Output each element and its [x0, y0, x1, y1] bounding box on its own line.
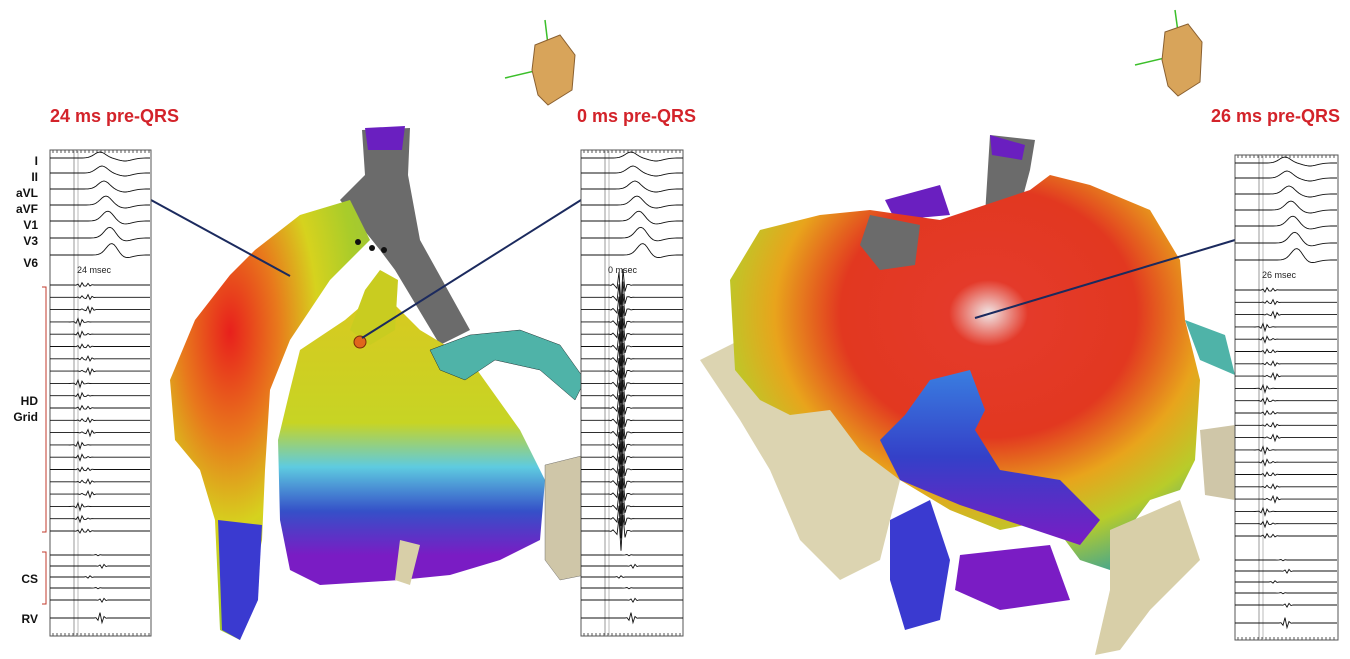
ecg-panel: 0 msec	[581, 150, 683, 636]
lead-label: aVF	[16, 202, 38, 216]
panel-title: 26 ms pre-QRS	[1211, 106, 1340, 126]
lead-label: V6	[23, 256, 38, 270]
ecg-panel: 26 msec	[1235, 155, 1338, 640]
timing-label: 0 msec	[608, 265, 638, 275]
panel-title: 0 ms pre-QRS	[577, 106, 696, 126]
ecg-box	[50, 150, 151, 636]
group-label: Grid	[13, 410, 38, 424]
lead-label: V1	[23, 218, 38, 232]
connector	[151, 200, 290, 276]
panel-title: 24 ms pre-QRS	[50, 106, 179, 126]
timing-label: 24 msec	[77, 265, 112, 275]
lead-label: aVL	[16, 186, 38, 200]
heart-map-left	[170, 126, 585, 640]
figure: 24 msec 0 msec 26 msec 24 ms pre-QRS 0 ms …	[0, 0, 1350, 659]
lead-label: V3	[23, 234, 38, 248]
group-label: HD	[21, 394, 39, 408]
group-label: RV	[22, 612, 38, 626]
group-label: CS	[21, 572, 38, 586]
heart-map-right	[700, 135, 1235, 655]
lead-label: II	[31, 170, 38, 184]
lead-label: I	[35, 154, 38, 168]
bracket	[42, 287, 46, 604]
timing-label: 26 msec	[1262, 270, 1297, 280]
orientation-icon	[505, 10, 1202, 105]
ecg-panel: 24 msec	[50, 150, 151, 636]
ecg-box	[1235, 155, 1338, 640]
ecg-box	[581, 150, 683, 636]
